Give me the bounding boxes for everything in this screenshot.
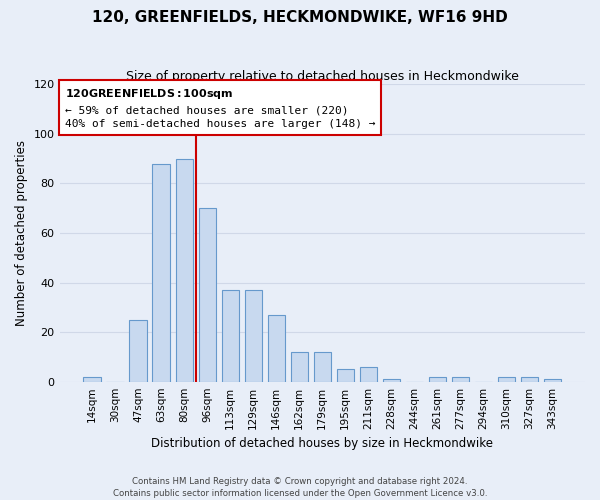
- X-axis label: Distribution of detached houses by size in Heckmondwike: Distribution of detached houses by size …: [151, 437, 493, 450]
- Bar: [452, 376, 469, 382]
- Bar: [152, 164, 170, 382]
- Bar: [130, 320, 147, 382]
- Bar: [337, 370, 354, 382]
- Bar: [521, 376, 538, 382]
- Bar: [383, 379, 400, 382]
- Bar: [429, 376, 446, 382]
- Text: $\mathtt{\bf 120 GREENFIELDS: 100sqm}$
← 59% of detached houses are smaller (220: $\mathtt{\bf 120 GREENFIELDS: 100sqm}$ ←…: [65, 87, 375, 129]
- Bar: [359, 367, 377, 382]
- Text: 120, GREENFIELDS, HECKMONDWIKE, WF16 9HD: 120, GREENFIELDS, HECKMONDWIKE, WF16 9HD: [92, 10, 508, 25]
- Text: Contains HM Land Registry data © Crown copyright and database right 2024.
Contai: Contains HM Land Registry data © Crown c…: [113, 476, 487, 498]
- Bar: [290, 352, 308, 382]
- Bar: [268, 314, 285, 382]
- Bar: [544, 379, 561, 382]
- Bar: [245, 290, 262, 382]
- Bar: [221, 290, 239, 382]
- Bar: [83, 376, 101, 382]
- Bar: [176, 158, 193, 382]
- Bar: [199, 208, 216, 382]
- Bar: [314, 352, 331, 382]
- Title: Size of property relative to detached houses in Heckmondwike: Size of property relative to detached ho…: [126, 70, 519, 83]
- Y-axis label: Number of detached properties: Number of detached properties: [15, 140, 28, 326]
- Bar: [498, 376, 515, 382]
